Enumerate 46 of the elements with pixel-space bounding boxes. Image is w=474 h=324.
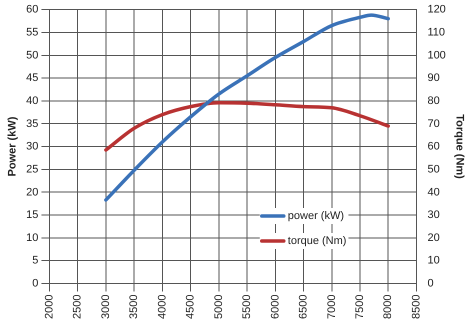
y2-axis-title: Torque (Nm)	[453, 114, 466, 180]
y-tick-label: 0	[32, 278, 38, 290]
x-tick-label: 6500	[298, 294, 310, 320]
x-tick-label: 5000	[212, 294, 225, 320]
line-series	[104, 13, 390, 202]
y-tick-label: 50	[26, 49, 38, 62]
y-tick-label: 10	[26, 232, 38, 244]
y-tick-label: 5	[32, 254, 38, 267]
y-tick-label: 35	[26, 118, 38, 130]
x-tick-label: 7000	[326, 294, 338, 320]
y-tick-label: 25	[26, 163, 38, 176]
y2-tick-label: 120	[427, 4, 446, 16]
x-tick-label: 7500	[354, 294, 366, 320]
y2-tick-label: 40	[427, 186, 440, 198]
y2-tick-label: 60	[427, 140, 440, 153]
y2-tick-label: 80	[427, 94, 440, 107]
y2-tick-label: 90	[427, 72, 440, 84]
y-axis-title: Power (kW)	[6, 116, 19, 177]
x-tick-label: 3000	[100, 294, 112, 320]
x-tick-label: 5500	[241, 294, 254, 320]
x-tick-label: 3500	[128, 294, 140, 320]
line-series	[104, 100, 390, 152]
y2-tick-label: 10	[427, 254, 440, 267]
y2-tick-label: 100	[427, 49, 446, 62]
y2-tick-label: 20	[427, 232, 440, 244]
y2-tick-label: 110	[427, 26, 445, 38]
y2-tick-label: 50	[427, 163, 440, 176]
y2-tick-label: 0	[427, 278, 434, 290]
y2-tick-label: 70	[427, 118, 440, 130]
y-tick-label: 60	[26, 4, 38, 16]
legend-label: power (kW)	[288, 210, 344, 222]
y-tick-label: 20	[26, 186, 38, 198]
x-tick-label: 2000	[43, 294, 56, 320]
x-tick-label: 8000	[382, 294, 394, 320]
y-tick-label: 40	[26, 94, 38, 107]
legend-label: torque (Nm)	[288, 235, 346, 248]
x-tick-label: 4000	[156, 294, 168, 320]
x-tick-label: 4500	[184, 294, 197, 320]
x-tick-label: 6000	[269, 294, 282, 320]
y-tick-label: 15	[26, 209, 38, 222]
x-tick-label: 8500	[410, 294, 422, 320]
y2-tick-label: 30	[427, 209, 440, 222]
y-tick-label: 45	[26, 72, 38, 84]
y-tick-label: 55	[26, 26, 38, 38]
x-tick-label: 2500	[72, 294, 84, 320]
y-tick-label: 30	[26, 140, 38, 153]
